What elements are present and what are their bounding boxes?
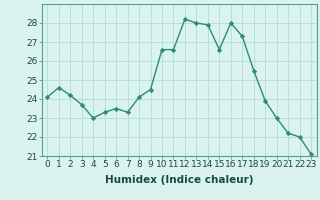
X-axis label: Humidex (Indice chaleur): Humidex (Indice chaleur) <box>105 175 253 185</box>
